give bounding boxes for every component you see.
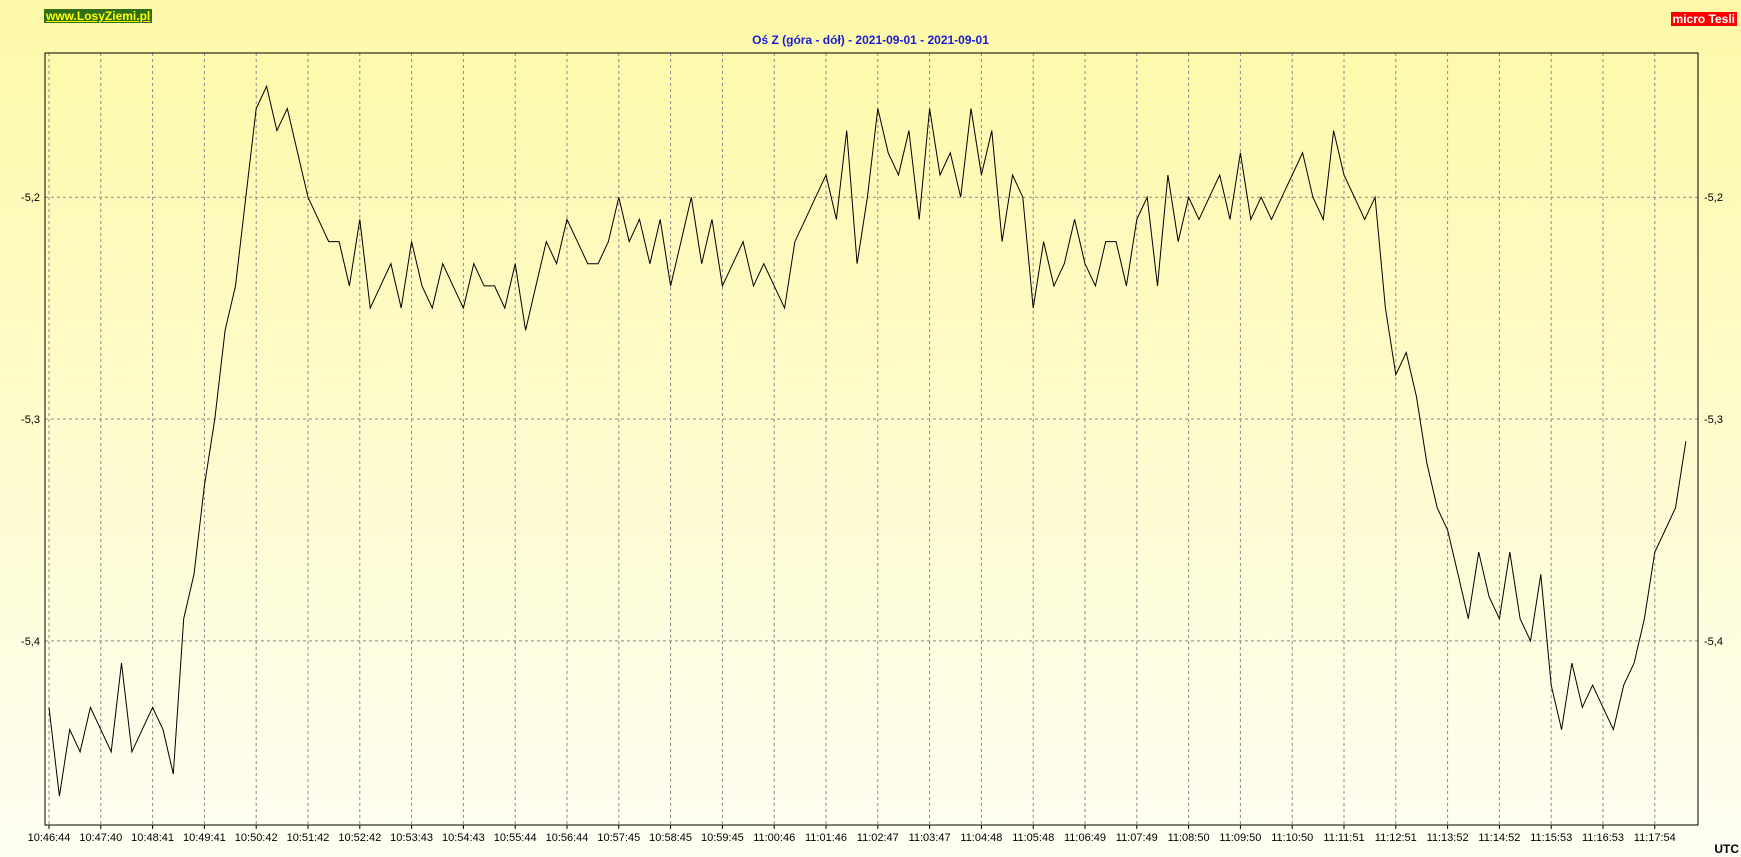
y-axis-left: -5,2 -5,3 -5,4 <box>21 192 40 648</box>
x-tick-label: 10:49:41 <box>183 832 226 844</box>
site-url-badge[interactable]: www.LosyZiemi.pl <box>44 9 153 23</box>
x-tick-label: 11:01:46 <box>805 832 847 844</box>
unit-brand-badge: micro Tesli <box>1670 12 1737 26</box>
x-tick-label: 11:10:50 <box>1271 832 1313 844</box>
x-tick-label: 11:11:51 <box>1323 832 1364 844</box>
x-tick-label: 11:00:46 <box>753 832 795 844</box>
y-tick-label-left: -5,3 <box>21 414 40 426</box>
series-line <box>48 84 1687 797</box>
x-tick-label: 10:59:45 <box>701 832 744 844</box>
x-axis: 10:46:44 10:47:40 10:48:41 10:49:41 10:50:42… <box>28 825 1676 844</box>
x-tick-label: 11:03:47 <box>909 832 951 844</box>
x-tick-label: 11:05:48 <box>1012 832 1054 844</box>
x-axis-unit-label: UTC <box>1714 842 1739 856</box>
x-tick-label: 11:09:50 <box>1219 832 1261 844</box>
x-tick-label: 11:13:52 <box>1427 832 1469 844</box>
x-tick-label: 11:04:48 <box>960 832 1002 844</box>
x-tick-label: 10:48:41 <box>131 832 174 844</box>
x-tick-label: 10:46:44 <box>28 832 71 844</box>
x-tick-label: 10:51:42 <box>287 832 330 844</box>
x-tick-label: 10:55:44 <box>494 832 537 844</box>
x-tick-label: 11:17:54 <box>1634 832 1676 844</box>
y-tick-label-right: -5,2 <box>1704 192 1723 204</box>
x-tick-label: 11:02:47 <box>857 832 899 844</box>
x-tick-label: 10:52:42 <box>338 832 381 844</box>
grid-lines <box>45 53 1698 825</box>
x-tick-label: 11:06:49 <box>1064 832 1106 844</box>
x-tick-label: 10:58:45 <box>649 832 692 844</box>
x-tick-label: 10:50:42 <box>235 832 278 844</box>
x-tick-label: 11:08:50 <box>1168 832 1210 844</box>
y-tick-label-right: -5,3 <box>1704 414 1723 426</box>
x-tick-label: 10:56:44 <box>546 832 589 844</box>
chart-title: Oś Z (góra - dół) - 2021-09-01 - 2021-09… <box>752 33 989 47</box>
y-tick-label-left: -5,4 <box>21 636 40 648</box>
x-tick-label: 10:47:40 <box>79 832 122 844</box>
x-tick-label: 11:14:52 <box>1478 832 1520 844</box>
x-tick-label: 11:07:49 <box>1116 832 1158 844</box>
y-tick-label-right: -5,4 <box>1704 636 1723 648</box>
x-tick-label: 10:54:43 <box>442 832 485 844</box>
x-tick-label: 11:15:53 <box>1530 832 1572 844</box>
x-tick-label: 11:16:53 <box>1582 832 1624 844</box>
x-tick-label: 10:53:43 <box>390 832 433 844</box>
plot-frame <box>44 52 1699 826</box>
y-tick-label-left: -5,2 <box>21 192 40 204</box>
x-tick-label: 11:12:51 <box>1375 832 1417 844</box>
x-tick-label: 10:57:45 <box>597 832 640 844</box>
y-axis-right: -5,2 -5,3 -5,4 <box>1704 192 1723 648</box>
